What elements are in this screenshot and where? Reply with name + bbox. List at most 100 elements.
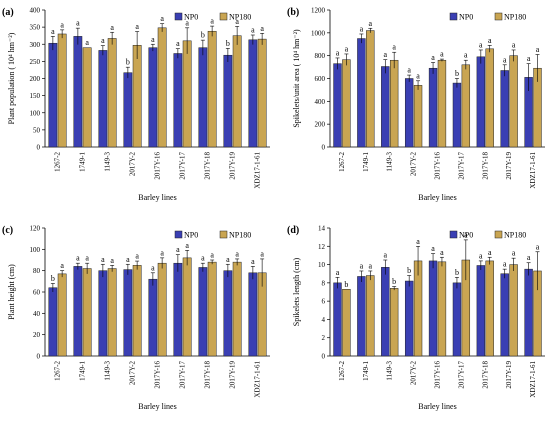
- significance-label: a: [260, 249, 264, 258]
- significance-label: a: [527, 54, 531, 63]
- y-tick-label: 50: [33, 126, 41, 134]
- x-tick-label: 2017Y-16: [154, 361, 162, 389]
- x-tick-label: 2017Y-18: [481, 152, 489, 180]
- y-tick-label: 20: [33, 331, 41, 339]
- significance-label: a: [251, 257, 255, 266]
- significance-label: b: [407, 266, 411, 275]
- legend-label-np180: NP180: [229, 231, 251, 240]
- bar-np0: [428, 260, 438, 357]
- significance-label: a: [260, 24, 264, 33]
- bar-np180: [461, 64, 471, 148]
- significance-label: a: [60, 20, 64, 29]
- significance-label: a: [135, 22, 139, 31]
- bar-np0: [48, 42, 58, 148]
- significance-label: b: [455, 268, 459, 277]
- panel-a: 0 50 100 150 200 250 300 350 400 Plant population…: [2, 7, 270, 202]
- bar-np0: [476, 56, 486, 148]
- significance-label: a: [536, 45, 540, 54]
- x-tick-label: 2017Y-17: [179, 152, 187, 180]
- x-tick-label: 2017Y-16: [434, 361, 442, 389]
- bar-np0: [333, 282, 342, 357]
- x-tick-label: 2017Y-2: [129, 361, 137, 386]
- x-tick-label: 2017Y-18: [204, 152, 212, 180]
- y-tick-label: 1200: [311, 7, 326, 15]
- panel-b: 0 200 400 600 800 1000 1200 Spikelets/unit area…: [287, 7, 545, 202]
- x-tick-label: 1749-1: [362, 361, 370, 381]
- y-tick-label: 12: [318, 243, 326, 251]
- x-tick-label: 1149-3: [104, 152, 112, 172]
- bar-np180: [485, 48, 494, 148]
- bar-np180: [413, 85, 423, 148]
- bar-np180: [182, 257, 192, 357]
- bar-np0: [198, 47, 208, 148]
- significance-label: a: [210, 17, 214, 26]
- significance-label: a: [360, 24, 364, 33]
- y-axis-label: Plant population ( 10⁴ hm⁻²): [7, 32, 16, 124]
- x-tick-label: 2017Y-17: [457, 361, 465, 389]
- y-tick-label: 600: [315, 75, 326, 83]
- significance-label: a: [336, 48, 340, 57]
- bar-np0: [248, 39, 258, 148]
- y-tick-label: 60: [33, 289, 41, 297]
- x-axis-label: Barley lines: [138, 402, 176, 411]
- significance-label: a: [503, 260, 507, 269]
- x-tick-label: 1267-2: [338, 152, 346, 172]
- significance-label: a: [110, 23, 114, 32]
- significance-label: a: [536, 242, 540, 251]
- bar-np180: [342, 289, 351, 357]
- bar-np0: [173, 262, 183, 357]
- y-axis-label: Plant height (cm): [7, 264, 16, 320]
- significance-label: a: [503, 55, 507, 64]
- bar-np0: [248, 272, 258, 357]
- significance-label: a: [368, 261, 372, 270]
- y-tick-label: 300: [30, 41, 41, 49]
- x-tick-label: 1149-3: [386, 361, 394, 381]
- significance-label: a: [176, 39, 180, 48]
- significance-label: b: [126, 58, 130, 67]
- significance-label: a: [440, 248, 444, 257]
- significance-label: a: [85, 38, 89, 47]
- y-tick-label: 10: [318, 261, 326, 269]
- y-tick-label: 40: [33, 310, 41, 318]
- x-tick-label: 1749-1: [79, 152, 87, 172]
- significance-label: a: [431, 244, 435, 253]
- bar-np180: [157, 262, 167, 357]
- significance-label: a: [101, 255, 105, 264]
- y-tick-label: 100: [30, 246, 41, 254]
- x-tick-label: 1267-2: [338, 361, 346, 381]
- bar-np0: [123, 269, 133, 357]
- y-tick-label: 0: [322, 353, 326, 361]
- x-tick-label: 2017Y-17: [179, 361, 187, 389]
- x-tick-label: 1267-2: [54, 361, 62, 381]
- bar-np180: [82, 47, 92, 148]
- x-tick-label: 2017Y-16: [154, 152, 162, 180]
- bar-np0: [123, 72, 133, 148]
- significance-label: a: [160, 14, 164, 23]
- significance-label: a: [226, 255, 230, 264]
- bar-np0: [381, 66, 390, 148]
- x-tick-label: 2017Y-17: [457, 152, 465, 180]
- significance-label: a: [416, 71, 420, 80]
- significance-label: a: [440, 50, 444, 59]
- bar-np0: [98, 50, 108, 148]
- y-tick-label: 250: [30, 58, 41, 66]
- significance-label: a: [479, 251, 483, 260]
- significance-label: b: [455, 69, 459, 78]
- bar-np0: [333, 63, 342, 148]
- y-tick-label: 14: [318, 225, 326, 233]
- bar-np0: [148, 47, 158, 148]
- legend-swatch-np180: [494, 12, 503, 21]
- x-tick-label: 1149-3: [386, 152, 394, 172]
- x-tick-label: XDZ17-1-61: [529, 152, 537, 189]
- legend-swatch-np180: [219, 12, 228, 21]
- bar-np180: [437, 261, 447, 357]
- legend-swatch-np0: [449, 230, 458, 239]
- bar-np180: [232, 261, 242, 357]
- y-tick-label: 8: [322, 279, 326, 287]
- significance-label: a: [527, 253, 531, 262]
- bar-np0: [98, 270, 108, 357]
- x-tick-label: XDZ17-1-61: [254, 152, 262, 189]
- significance-label: a: [407, 66, 411, 75]
